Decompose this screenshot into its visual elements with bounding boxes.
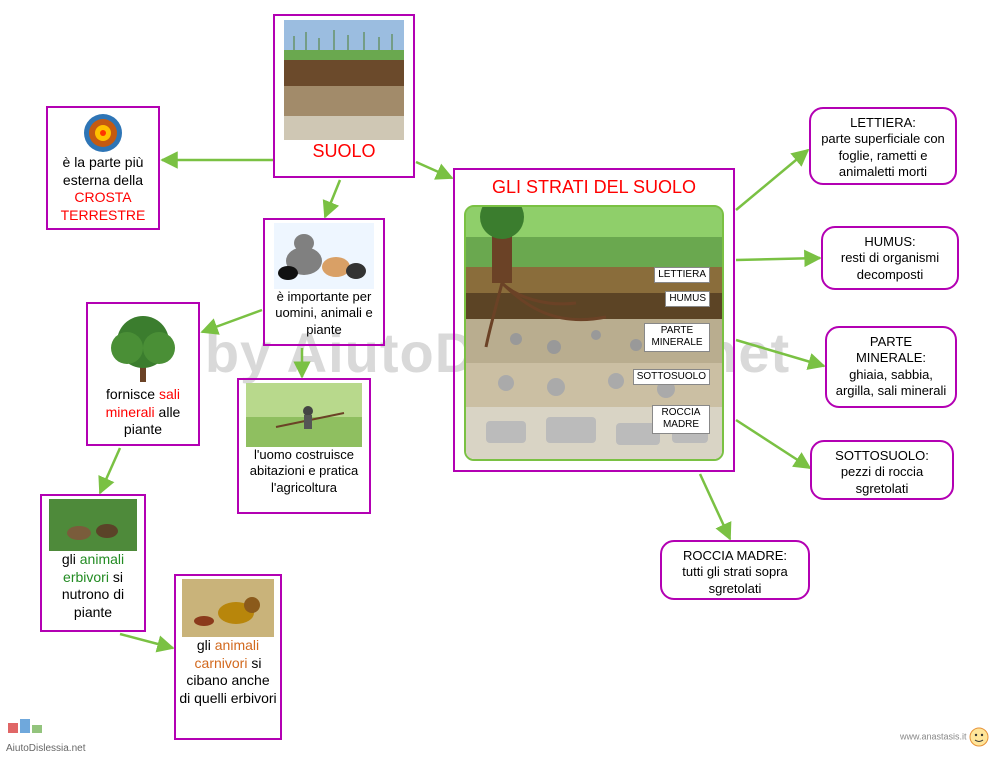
importante-text: è importante per uomini, animali e piant…	[268, 289, 380, 338]
def-sottosuolo: SOTTOSUOLO:pezzi di roccia sgretolati	[810, 440, 954, 500]
sali-text: fornisce sali minerali alle piante	[92, 386, 194, 439]
erbivori-text: gli animali erbivori si nutrono di piant…	[45, 551, 141, 621]
layer-humus: HUMUS	[665, 291, 710, 308]
def-roccia: ROCCIA MADRE:tutti gli strati sopra sgre…	[660, 540, 810, 600]
def-minerale: PARTE MINERALE:ghiaia, sabbia, argilla, …	[825, 326, 957, 408]
node-agri: l'uomo costruisce abitazioni e pratica l…	[237, 378, 371, 514]
footer-left-text: AiutoDislessia.net	[6, 743, 85, 754]
layer-lettiera: LETTIERA	[654, 267, 710, 284]
node-crosta: è la parte più esterna della CROSTA TERR…	[46, 106, 160, 230]
def-humus: HUMUS:resti di organismi decomposti	[821, 226, 959, 290]
lettiera-text: LETTIERA:parte superficiale con foglie, …	[819, 115, 947, 180]
layer-sottosuolo: SOTTOSUOLO	[633, 369, 710, 386]
carnivores-image	[182, 579, 274, 637]
footer-right-text: www.anastasis.it	[900, 731, 967, 741]
earth-globe-icon	[82, 112, 124, 154]
roccia-text: ROCCIA MADRE:tutti gli strati sopra sgre…	[670, 548, 800, 597]
soil-profile-image	[284, 20, 404, 140]
agri-text: l'uomo costruisce abitazioni e pratica l…	[242, 447, 366, 496]
tree-image	[103, 308, 183, 386]
def-lettiera: LETTIERA:parte superficiale con foglie, …	[809, 107, 957, 185]
crosta-text: è la parte più esterna della CROSTA TERR…	[52, 154, 154, 224]
soil-layers-illustration: LETTIERA HUMUS PARTE MINERALE SOTTOSUOLO…	[464, 205, 724, 461]
strati-title: GLI STRATI DEL SUOLO	[461, 176, 727, 199]
sottosuolo-text: SOTTOSUOLO:pezzi di roccia sgretolati	[820, 448, 944, 497]
suolo-title: SUOLO	[279, 140, 409, 163]
carnivori-text: gli animali carnivori si cibano anche di…	[179, 637, 277, 707]
herbivores-image	[49, 499, 137, 551]
node-sali: fornisce sali minerali alle piante	[86, 302, 200, 446]
footer-right-logo: www.anastasis.it	[879, 727, 989, 757]
node-strati: GLI STRATI DEL SUOLO LETTIERA HUMUS PART…	[453, 168, 735, 472]
animals-group-image	[274, 223, 374, 289]
minerale-text: PARTE MINERALE:ghiaia, sabbia, argilla, …	[835, 334, 947, 399]
node-erbivori: gli animali erbivori si nutrono di piant…	[40, 494, 146, 632]
layer-roccia: ROCCIA MADRE	[652, 405, 710, 434]
layer-minerale: PARTE MINERALE	[644, 323, 710, 352]
node-suolo: SUOLO	[273, 14, 415, 178]
footer-left-logo: AiutoDislessia.net	[6, 717, 126, 757]
node-importante: è importante per uomini, animali e piant…	[263, 218, 385, 346]
humus-text: HUMUS:resti di organismi decomposti	[831, 234, 949, 283]
farmer-image	[246, 383, 362, 447]
node-carnivori: gli animali carnivori si cibano anche di…	[174, 574, 282, 740]
